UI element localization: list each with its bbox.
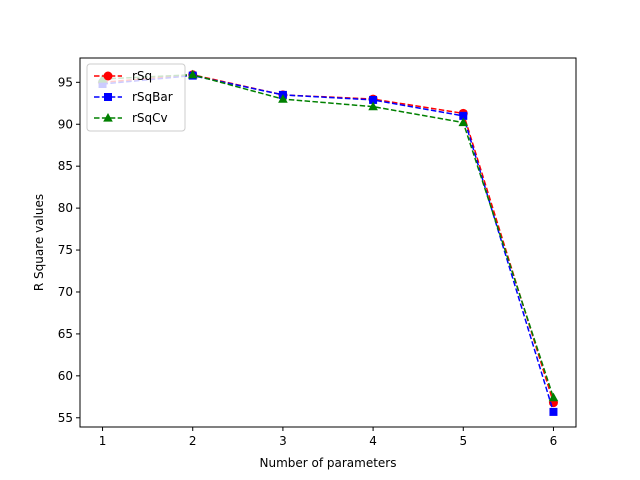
x-tick-label: 2 [189, 434, 197, 448]
y-tick-label: 95 [58, 75, 73, 89]
y-tick-label: 85 [58, 159, 73, 173]
legend-box [86, 63, 186, 132]
y-tick-label: 60 [58, 369, 73, 383]
y-axis-label: R Square values [32, 194, 46, 291]
legend-label: rSq [132, 69, 152, 83]
data-point [548, 392, 559, 402]
legend-item: rSqCv [94, 111, 168, 125]
legend-marker [104, 93, 112, 101]
data-point [369, 95, 378, 104]
data-point [549, 407, 558, 416]
data-point [458, 117, 469, 127]
legend-item: rSq [94, 69, 152, 83]
legend-item: rSqBar [94, 90, 173, 104]
data-point [278, 94, 288, 103]
y-tick-label: 55 [58, 411, 73, 425]
x-tick-label: 1 [99, 434, 107, 448]
data-point [187, 69, 198, 79]
plot-area [79, 57, 577, 428]
legend-marker [103, 71, 113, 81]
y-tick-label: 75 [58, 243, 73, 257]
x-axis: 1 2 3 4 5 6 [99, 427, 558, 448]
y-axis: 55 60 65 70 75 80 85 90 95 [58, 75, 80, 425]
x-axis-label: Number of parameters [259, 456, 396, 470]
data-point [368, 101, 378, 111]
x-tick-label: 5 [459, 434, 467, 448]
y-tick-label: 90 [58, 117, 73, 131]
y-tick-label: 70 [58, 285, 73, 299]
x-tick-label: 3 [279, 434, 287, 448]
legend: rSq rSqBar rSqCv [86, 63, 186, 132]
legend-label: rSqBar [132, 90, 173, 104]
legend-label: rSqCv [132, 111, 168, 125]
legend-marker [103, 113, 113, 122]
x-tick-label: 6 [550, 434, 558, 448]
data-point [459, 111, 468, 120]
y-tick-label: 80 [58, 201, 73, 215]
x-tick-label: 4 [369, 434, 377, 448]
y-tick-label: 65 [58, 327, 73, 341]
